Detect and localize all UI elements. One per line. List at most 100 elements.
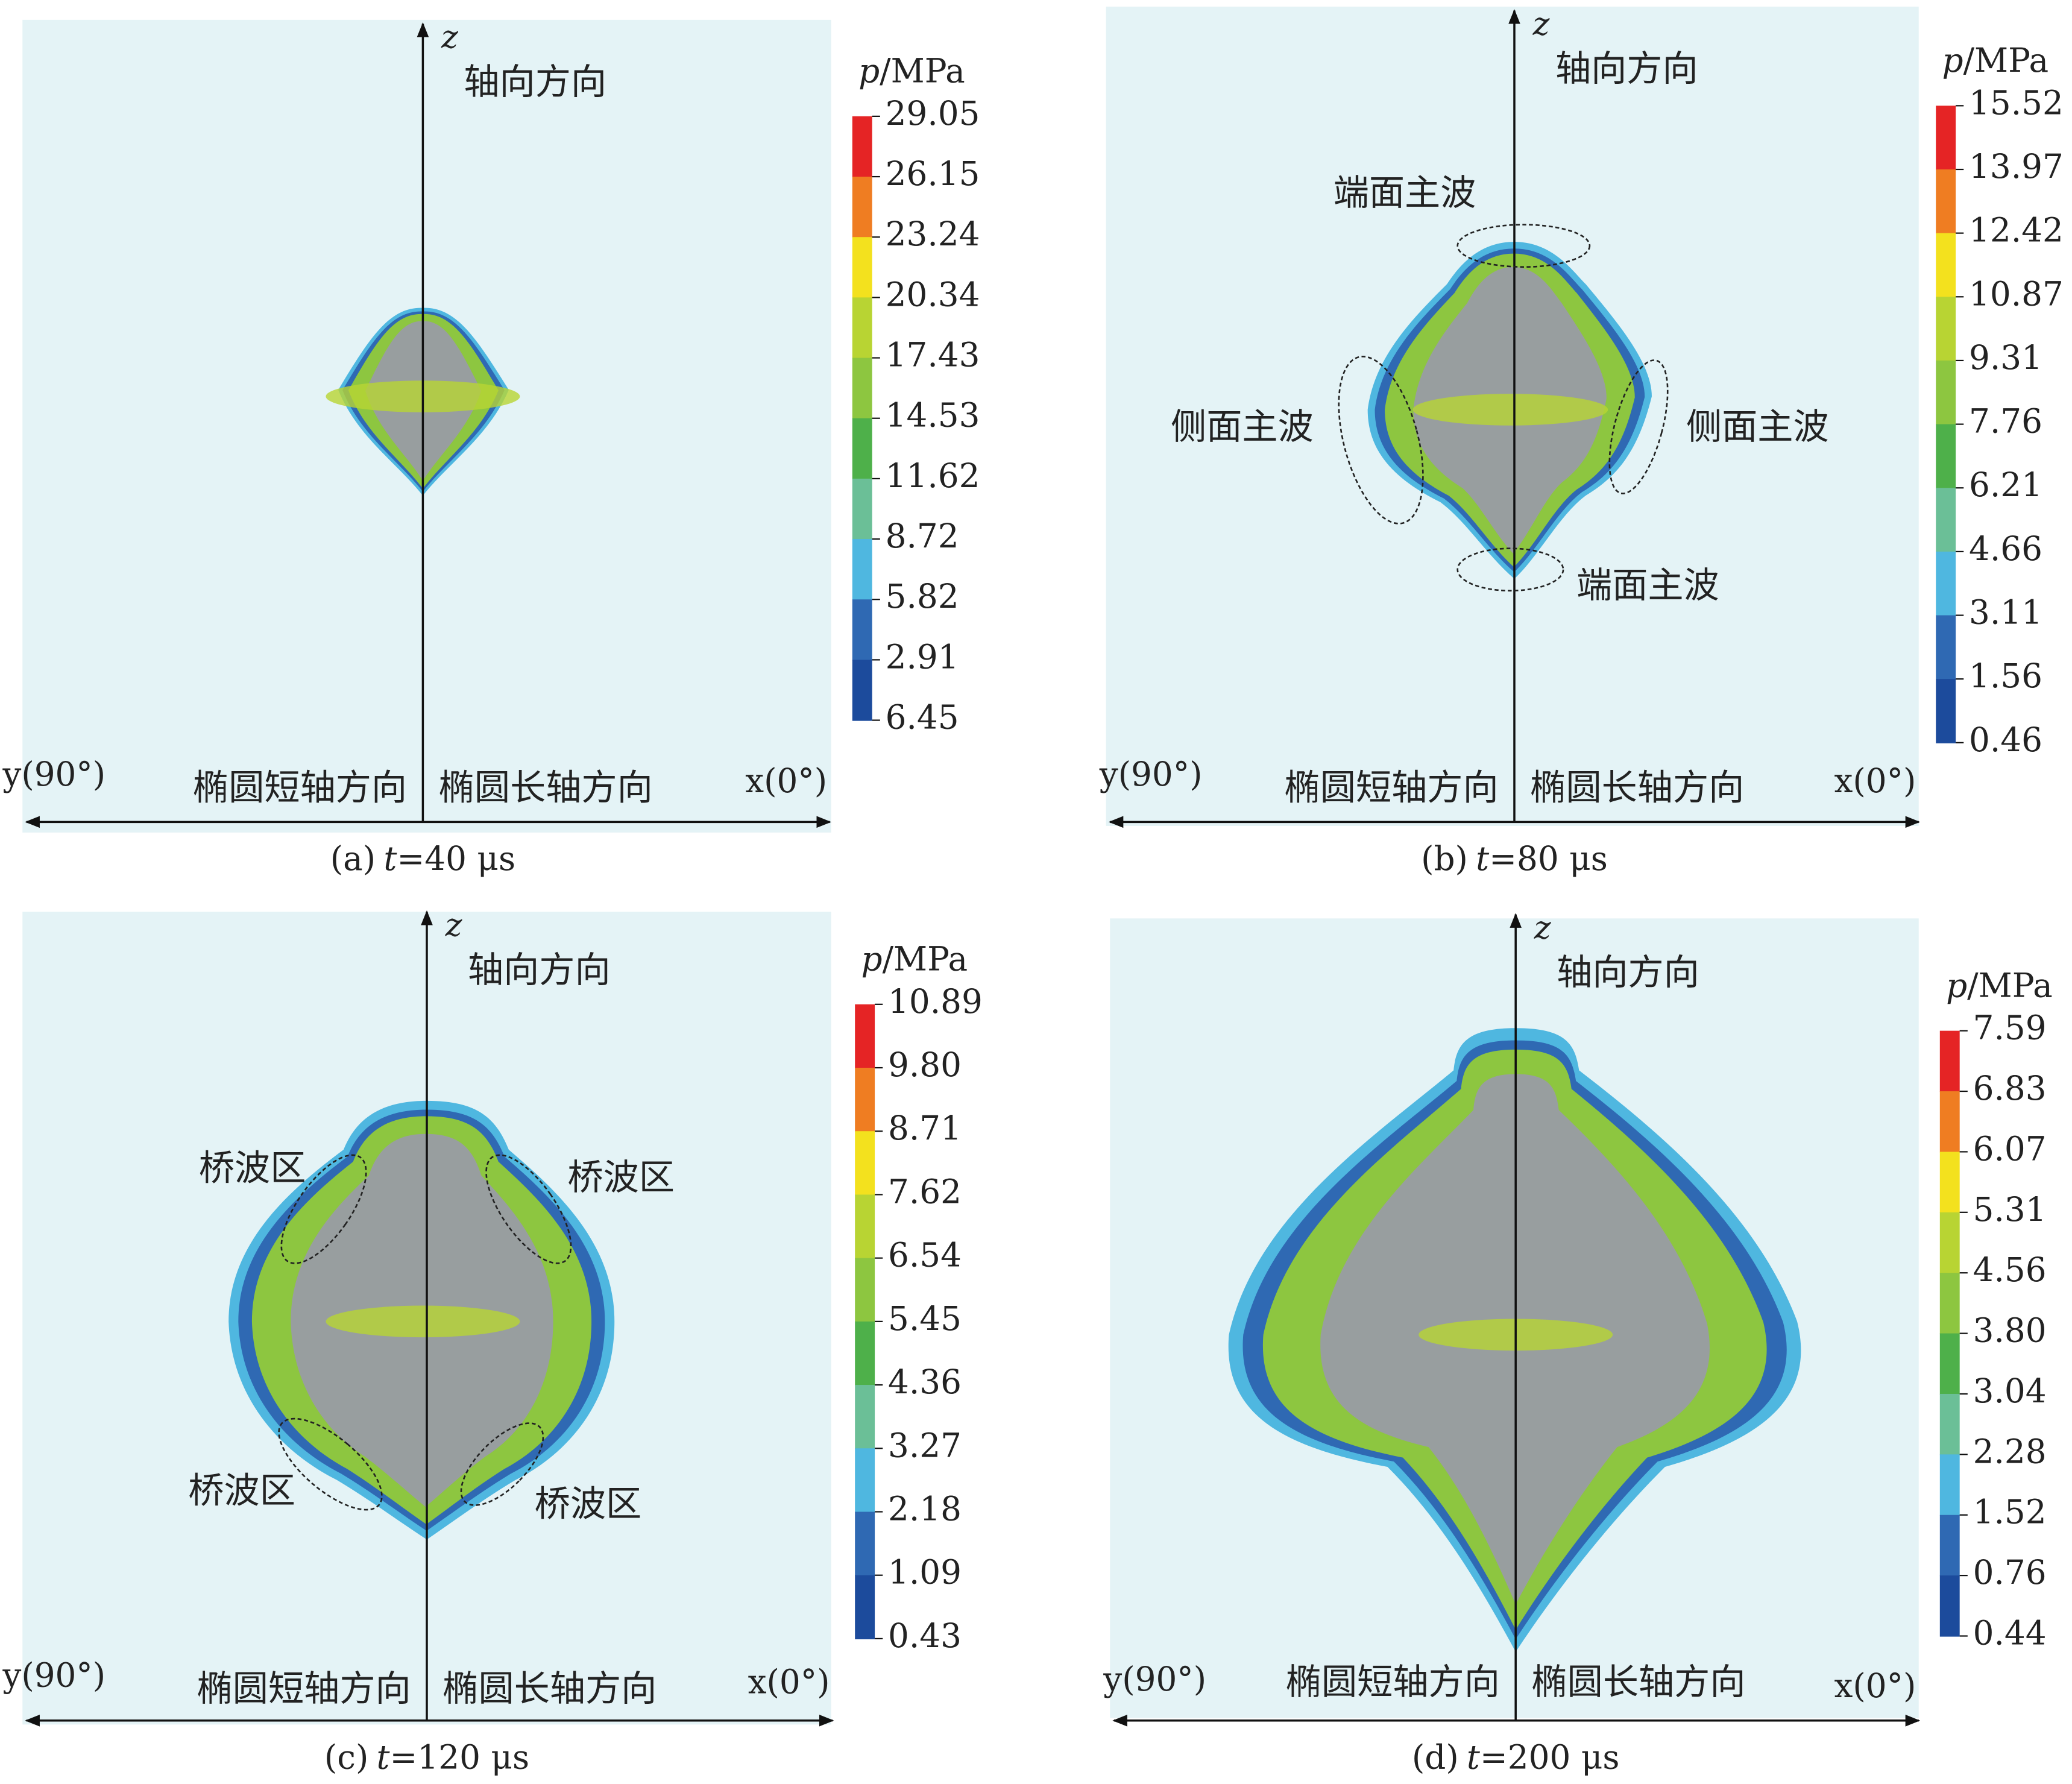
caption-prefix: (c)	[324, 1738, 368, 1777]
caption-prefix: (b)	[1421, 839, 1468, 878]
axial-label: 轴向方向	[468, 949, 611, 991]
annotation-ellipse	[485, 1154, 572, 1264]
annotation-ellipse	[1456, 224, 1591, 268]
caption: (a) t=40 μs	[330, 839, 515, 878]
colorbar-label: 8.72	[886, 517, 959, 555]
colorbar-label: 4.36	[888, 1363, 962, 1401]
unit-var: p	[861, 940, 882, 979]
colorbar-label: 17.43	[886, 336, 980, 374]
x-label: x(0°)	[748, 1663, 830, 1701]
colorbar-band	[855, 1068, 875, 1132]
colorbar-label: 6.21	[1969, 465, 2042, 504]
colorbar-band	[1936, 615, 1956, 680]
colorbar-unit: p/MPa	[858, 52, 965, 90]
unit-var: p	[1942, 41, 1963, 80]
caption: (d) t=200 μs	[1412, 1738, 1620, 1777]
annotation-ellipse	[278, 1417, 383, 1511]
caption-prefix: (d)	[1412, 1738, 1459, 1777]
colorbar-unit: p/MPa	[1942, 41, 2049, 80]
colorbar-band	[1936, 360, 1956, 425]
annotation-ellipse	[1338, 356, 1424, 525]
colorbar-label: 29.05	[886, 94, 980, 133]
colorbar-label: 8.71	[888, 1109, 962, 1147]
colorbar-label: 1.52	[1973, 1493, 2047, 1531]
colorbar-band	[1939, 1152, 1960, 1213]
x-label: x(0°)	[1834, 1666, 1916, 1705]
colorbar-band	[852, 237, 872, 298]
major-axis-label: 椭圆长轴方向	[1530, 766, 1744, 808]
colorbar-label: 0.43	[888, 1616, 962, 1655]
colorbar-label: 12.42	[1969, 211, 2064, 250]
colorbar-band	[1936, 297, 1956, 362]
colorbar-band	[1939, 1515, 1960, 1577]
colorbar-band	[852, 418, 872, 479]
z-label: z	[1534, 910, 1551, 947]
minor-axis-label: 椭圆短轴方向	[1286, 1661, 1500, 1703]
colorbar-label: 0.76	[1973, 1553, 2047, 1592]
caption-rest: =40 μs	[397, 839, 515, 878]
colorbar-label: 5.45	[888, 1299, 962, 1338]
colorbar-band	[852, 599, 872, 661]
colorbar-label: 2.91	[886, 637, 959, 676]
annotation: 桥波区	[567, 1156, 675, 1198]
annotation-ellipse	[1456, 547, 1564, 592]
colorbar-band	[852, 539, 872, 600]
caption-var: t	[1467, 1738, 1481, 1777]
colorbar-band	[852, 116, 872, 178]
colorbar-label: 1.56	[1969, 657, 2042, 695]
colorbar-label: 14.53	[886, 396, 980, 435]
colorbar-band	[852, 177, 872, 238]
colorbar-label: 3.80	[1973, 1311, 2047, 1350]
colorbar-label: 4.66	[1969, 529, 2042, 568]
colorbar-band	[855, 1448, 875, 1513]
colorbar-band	[852, 478, 872, 540]
colorbar-band	[855, 1194, 875, 1259]
minor-axis-label: 椭圆短轴方向	[193, 766, 407, 808]
x-label: x(0°)	[745, 761, 827, 800]
colorbar-band	[1939, 1273, 1960, 1334]
colorbar-label: 3.04	[1973, 1372, 2047, 1410]
z-label: z	[445, 907, 462, 944]
unit-text: /MPa	[1963, 41, 2049, 80]
annotation: 端面主波	[1334, 172, 1476, 213]
annotation: 侧面主波	[1686, 406, 1829, 447]
colorbar-band	[852, 358, 872, 419]
unit-var: p	[858, 52, 880, 90]
colorbar-band	[1936, 551, 1956, 616]
colorbar-label: 3.27	[888, 1426, 962, 1464]
wave-highlight	[326, 1305, 520, 1338]
colorbar-label: 6.54	[888, 1236, 962, 1275]
colorbar-band	[855, 1385, 875, 1449]
caption-var: t	[383, 839, 397, 878]
z-label: z	[441, 19, 458, 55]
colorbar-label: 9.80	[888, 1045, 962, 1084]
colorbar-band	[855, 1321, 875, 1386]
colorbar-band	[855, 1004, 875, 1069]
colorbar-label: 5.82	[886, 577, 959, 616]
colorbar-band	[852, 660, 872, 721]
colorbar-label: 10.89	[888, 982, 983, 1021]
caption: (c) t=120 μs	[324, 1738, 529, 1777]
minor-axis-label: 椭圆短轴方向	[1285, 766, 1499, 808]
caption-var: t	[1476, 839, 1490, 878]
unit-text: /MPa	[883, 940, 968, 979]
colorbar-label: 26.15	[886, 154, 980, 193]
colorbar-band	[1939, 1030, 1960, 1092]
caption-rest: =120 μs	[390, 1738, 530, 1777]
annotation-ellipse	[460, 1422, 544, 1506]
colorbar-label: 0.46	[1969, 720, 2042, 759]
colorbar-band	[855, 1575, 875, 1639]
colorbar-label: 15.52	[1969, 83, 2064, 122]
y-label: y(90°)	[1099, 755, 1203, 793]
x-label: x(0°)	[1834, 761, 1916, 800]
colorbar-band	[852, 297, 872, 359]
colorbar-label: 3.11	[1969, 593, 2042, 632]
colorbar-label: 10.87	[1969, 274, 2064, 313]
annotation: 端面主波	[1576, 564, 1719, 606]
annotation: 侧面主波	[1171, 406, 1314, 447]
colorbar-unit: p/MPa	[1946, 966, 2053, 1005]
colorbar-label: 6.45	[886, 698, 959, 737]
